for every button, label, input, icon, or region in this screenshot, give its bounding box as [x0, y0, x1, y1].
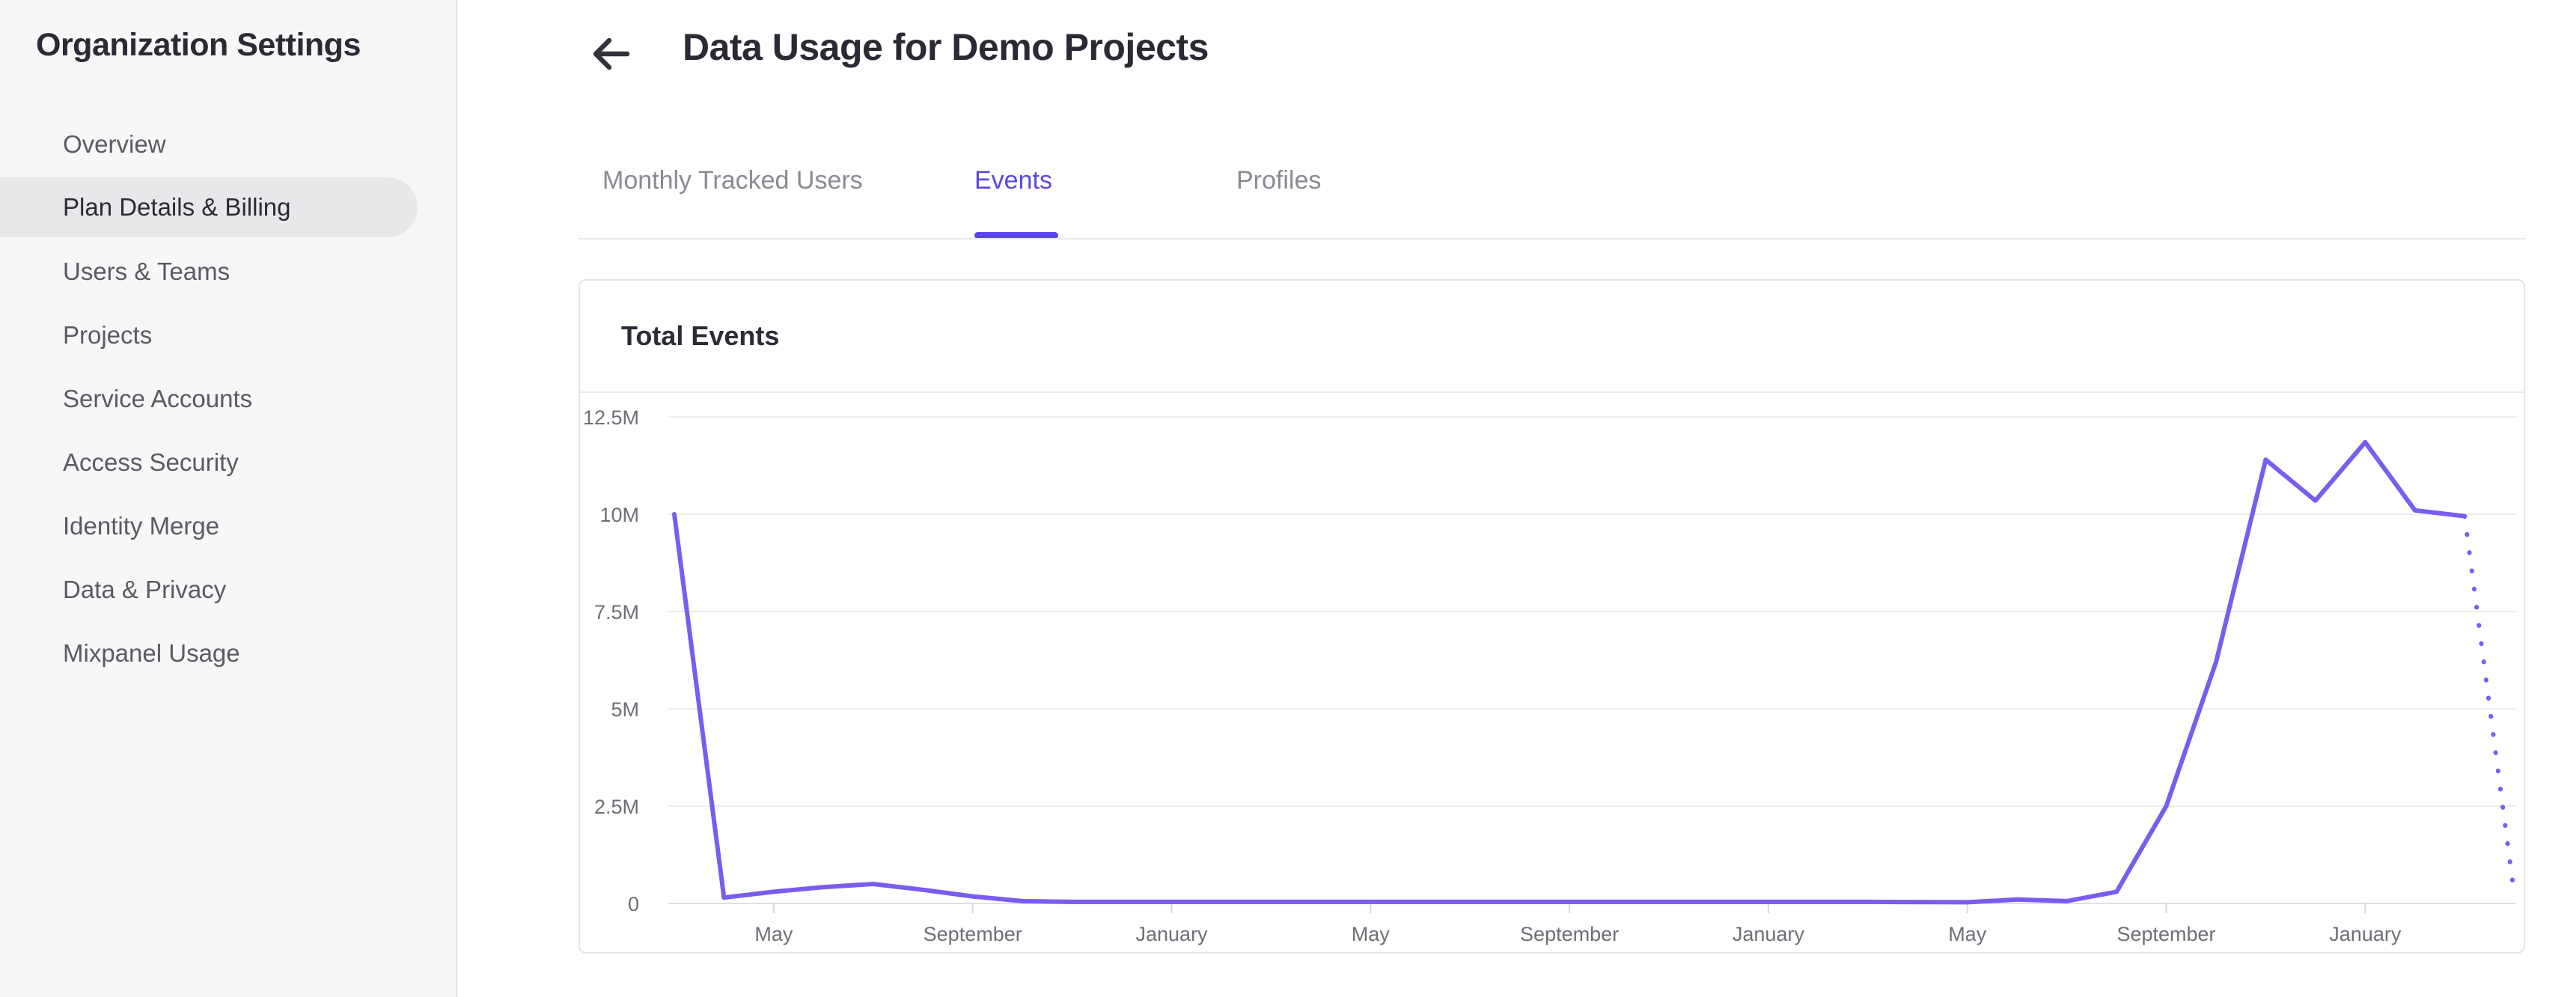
- svg-text:2.5M: 2.5M: [594, 796, 639, 818]
- page-title: Data Usage for Demo Projects: [683, 26, 1209, 68]
- total-events-chart: 12.5M 10M 7.5M 5M 2.5M 0 May September January Ma…: [583, 406, 2517, 945]
- svg-text:January: January: [1135, 923, 1208, 945]
- arrow-left-icon: [590, 37, 632, 78]
- sidebar-item-access-security[interactable]: Access Security: [63, 448, 239, 476]
- svg-text:January: January: [1733, 923, 1805, 945]
- tab-bottom-border: [579, 238, 2525, 240]
- svg-text:May: May: [1948, 923, 1987, 945]
- sidebar-title: Organization Settings: [36, 27, 361, 63]
- tab-profiles[interactable]: Profiles: [1236, 166, 1322, 195]
- back-button[interactable]: [590, 33, 632, 75]
- svg-text:10M: 10M: [599, 504, 639, 526]
- svg-text:May: May: [1352, 923, 1391, 945]
- svg-text:September: September: [924, 923, 1022, 945]
- svg-text:September: September: [1520, 923, 1619, 945]
- sidebar-item-projects[interactable]: Projects: [63, 320, 153, 349]
- sidebar-nav: Overview Plan Details & Billing Users & …: [0, 112, 456, 685]
- sidebar-item-plan-details-billing[interactable]: Plan Details & Billing: [0, 177, 418, 237]
- active-tab-underline: [974, 232, 1058, 239]
- sidebar-item-overview[interactable]: Overview: [63, 129, 166, 158]
- sidebar: Organization Settings Overview Plan Deta…: [0, 0, 457, 997]
- sidebar-item-users-teams[interactable]: Users & Teams: [63, 257, 231, 285]
- tab-monthly-tracked-users[interactable]: Monthly Tracked Users: [602, 166, 863, 195]
- sidebar-item-identity-merge[interactable]: Identity Merge: [63, 511, 220, 540]
- card-title: Total Events: [621, 320, 780, 351]
- sidebar-item-service-accounts[interactable]: Service Accounts: [63, 384, 253, 412]
- svg-text:0: 0: [628, 893, 639, 915]
- sidebar-item-data-privacy[interactable]: Data & Privacy: [63, 575, 227, 603]
- svg-text:12.5M: 12.5M: [583, 406, 639, 429]
- svg-text:September: September: [2116, 923, 2215, 945]
- sidebar-item-mixpanel-usage[interactable]: Mixpanel Usage: [63, 638, 240, 667]
- tab-events[interactable]: Events: [974, 166, 1052, 195]
- svg-text:5M: 5M: [611, 698, 639, 721]
- svg-text:7.5M: 7.5M: [594, 601, 639, 623]
- total-events-card: Total Events 12.5M 10M 7.5M 5M 2.5M 0 May Septe…: [579, 279, 2525, 954]
- svg-text:January: January: [2329, 923, 2402, 945]
- chart-area: 12.5M 10M 7.5M 5M 2.5M 0 May September January Ma…: [580, 394, 2524, 952]
- svg-text:May: May: [754, 923, 793, 945]
- card-header: Total Events: [580, 281, 2524, 393]
